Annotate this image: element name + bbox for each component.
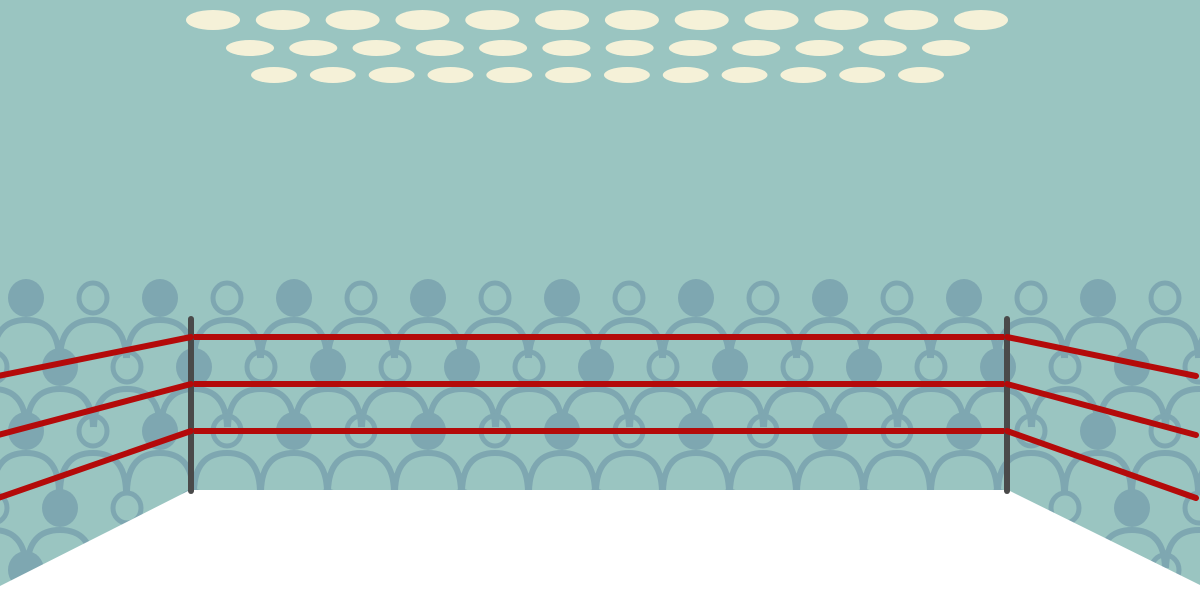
ring-rope [1004,381,1199,438]
spotlight [814,10,869,30]
ring-ropes-back [188,334,1010,434]
spectator-silhouette [0,351,29,428]
ring-rope [0,381,194,438]
spectator-silhouette [1163,490,1200,569]
spotlight [605,40,654,56]
spotlight [839,67,886,83]
ring-rope [0,428,194,501]
spectator-silhouette [1062,279,1134,359]
ring-rope [1004,428,1199,501]
spotlight [289,40,338,56]
spectator-silhouette [292,348,364,428]
spotlight [662,67,709,83]
spotlight [352,40,401,56]
spotlight [251,67,297,83]
spectator-silhouette [828,348,900,428]
spectator-silhouette [1129,280,1200,359]
ring-rope [0,334,194,379]
spectator-silhouette [426,348,498,428]
spotlight [486,67,533,83]
spotlight [668,40,717,56]
spectator-silhouette [1163,349,1200,428]
spotlight [368,67,415,83]
spotlight [954,10,1008,30]
spotlight [603,67,650,83]
spotlight [415,40,464,56]
spotlight [465,10,520,30]
spectator-silhouette [0,412,62,492]
spotlight [479,40,528,56]
spotlight [427,67,474,83]
spotlight [255,10,310,30]
ring-rope [1004,334,1199,379]
ring-ropes-side [0,334,1199,501]
spectator-silhouette [694,348,766,428]
spotlight [858,40,907,56]
ring-canvas [0,490,1200,600]
spectator-silhouette [995,413,1067,492]
spotlight [325,10,380,30]
spotlight [535,10,590,30]
spotlight [674,10,729,30]
spotlight [604,10,659,30]
spotlight [922,40,970,56]
spectator-silhouette [0,279,62,359]
spotlight [542,40,591,56]
ceiling-spotlights [186,10,1008,83]
spotlight [884,10,939,30]
spotlight [395,10,450,30]
spectator-silhouette [57,280,129,359]
spotlight [898,67,944,83]
spotlight [721,67,768,83]
ring-posts [188,316,1010,494]
spotlight [780,67,827,83]
spectator-silhouette [0,492,29,569]
spotlight [732,40,781,56]
spotlight [186,10,240,30]
spectator-silhouette [560,348,632,428]
spotlight [795,40,844,56]
spotlight [545,67,592,83]
spotlight [744,10,799,30]
spotlight [226,40,274,56]
spotlight [309,67,356,83]
